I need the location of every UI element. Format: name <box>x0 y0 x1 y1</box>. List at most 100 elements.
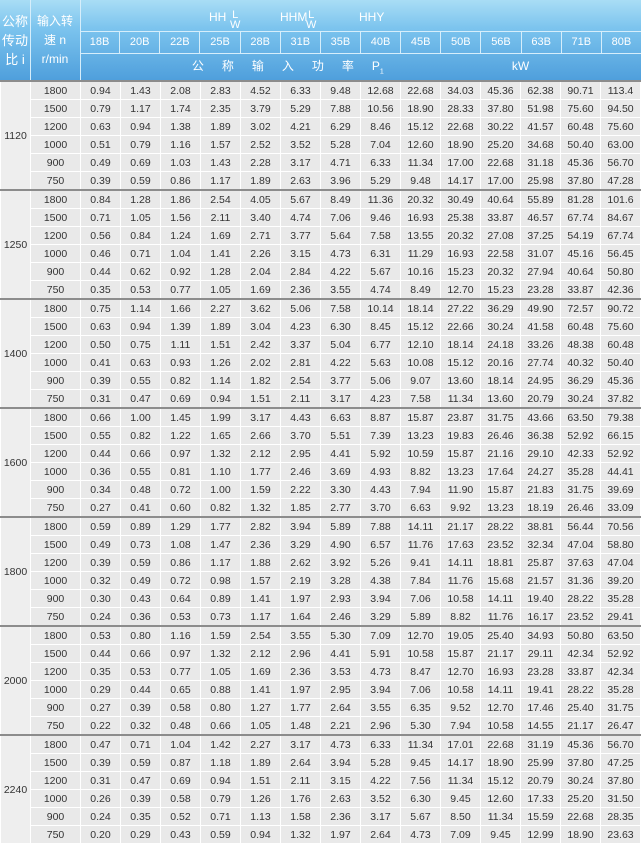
power-cell: 3.96 <box>320 171 361 191</box>
speed-cell: 1200 <box>30 771 81 790</box>
power-cell: 6.30 <box>320 317 361 336</box>
power-cell: 1.57 <box>240 571 281 590</box>
ratio-header-line: 比 i <box>5 51 25 67</box>
power-cell: 5.06 <box>360 371 401 390</box>
ratio-column-header: 公称 传动 比 i <box>0 0 31 80</box>
power-cell: 35.28 <box>600 589 641 608</box>
power-cell: 9.52 <box>440 698 481 717</box>
power-table: 1120 1800 0.94 1.43 2.08 2.83 4.52 6.33 9.48 12.6… <box>0 80 641 844</box>
power-cell: 3.02 <box>240 117 281 136</box>
power-cell: 75.60 <box>560 99 601 118</box>
power-cell: 18.90 <box>400 99 441 118</box>
speed-cell: 900 <box>30 480 81 499</box>
power-cell: 0.84 <box>80 189 121 209</box>
power-cell: 0.43 <box>120 589 161 608</box>
power-cell: 1.99 <box>200 407 241 427</box>
speed-cell: 1200 <box>30 335 81 354</box>
power-cell: 23.52 <box>480 535 521 554</box>
power-cell: 2.36 <box>240 535 281 554</box>
power-cell: 6.33 <box>280 80 321 100</box>
speed-cell: 1000 <box>30 462 81 481</box>
power-cell: 0.82 <box>160 371 201 390</box>
power-cell: 12.70 <box>440 662 481 681</box>
power-cell: 1.22 <box>160 426 201 445</box>
ratio-cell: 2000 <box>0 625 31 736</box>
power-cell: 2.19 <box>280 571 321 590</box>
table-row: 750 0.31 0.47 0.69 0.94 1.51 2.11 3.17 4.23 7.58 1… <box>1 389 641 409</box>
power-cell: 0.80 <box>200 698 241 717</box>
power-cell: 42.34 <box>560 644 601 663</box>
power-cell: 0.97 <box>160 644 201 663</box>
power-cell: 2.64 <box>320 698 361 717</box>
table-row: 750 0.22 0.32 0.48 0.66 1.05 1.48 2.21 2.96 5.30 7… <box>1 716 641 736</box>
power-cell: 31.07 <box>520 244 561 263</box>
speed-cell: 1200 <box>30 226 81 245</box>
power-cell: 2.36 <box>280 280 321 300</box>
power-cell: 47.04 <box>560 535 601 554</box>
power-cell: 28.33 <box>440 99 481 118</box>
power-cell: 7.58 <box>320 298 361 318</box>
power-cell: 90.71 <box>560 80 601 100</box>
power-cell: 2.54 <box>240 625 281 645</box>
power-cell: 24.95 <box>520 371 561 390</box>
power-cell: 14.11 <box>440 553 481 572</box>
speed-cell: 900 <box>30 262 81 281</box>
power-cell: 45.16 <box>560 244 601 263</box>
table-row: 1000 0.46 0.71 1.04 1.41 2.26 3.15 4.73 6.31 11.2… <box>1 244 641 263</box>
power-cell: 7.88 <box>320 99 361 118</box>
speed-cell: 900 <box>30 371 81 390</box>
power-cell: 36.38 <box>520 426 561 445</box>
model-header-row: 18B 20B 22B 25B 28B 31B 35B 40B 45B 50B 56B 63B 71B 8… <box>80 31 641 54</box>
power-cell: 1.11 <box>160 335 201 354</box>
power-cell: 0.26 <box>80 789 121 808</box>
power-cell: 2.11 <box>280 389 321 409</box>
power-cell: 47.28 <box>600 171 641 191</box>
power-cell: 1.89 <box>240 171 281 191</box>
speed-cell: 750 <box>30 716 81 736</box>
power-cell: 8.87 <box>360 407 401 427</box>
power-cell: 11.90 <box>440 480 481 499</box>
power-cell: 90.72 <box>600 298 641 318</box>
power-cell: 13.23 <box>440 462 481 481</box>
table-row: 750 0.20 0.29 0.43 0.59 0.94 1.32 1.97 2.64 4.73 7… <box>1 825 641 844</box>
power-cell: 2.02 <box>240 353 281 372</box>
power-cell: 70.56 <box>600 516 641 536</box>
power-cell: 40.64 <box>480 189 521 209</box>
power-cell: 3.69 <box>320 462 361 481</box>
power-cell: 5.06 <box>280 298 321 318</box>
power-cell: 20.16 <box>480 353 521 372</box>
power-cell: 42.36 <box>600 280 641 300</box>
table-row: 900 0.49 0.69 1.03 1.43 2.28 3.17 4.71 6.33 11.34… <box>1 153 641 172</box>
power-cell: 1.32 <box>280 825 321 844</box>
speed-header-line: 速 n <box>43 32 66 47</box>
power-cell: 0.53 <box>80 625 121 645</box>
power-cell: 1.28 <box>200 262 241 281</box>
speed-cell: 900 <box>30 698 81 717</box>
power-cell: 1.00 <box>120 407 161 427</box>
table-row: 1600 1800 0.66 1.00 1.45 1.99 3.17 4.43 6.63 8.87… <box>0 407 641 518</box>
power-cell: 10.58 <box>440 589 481 608</box>
power-cell: 0.29 <box>80 680 121 699</box>
power-cell: 3.17 <box>280 153 321 172</box>
power-cell: 1.27 <box>240 698 281 717</box>
power-cell: 29.41 <box>600 607 641 627</box>
table-row: 1500 0.79 1.17 1.74 2.35 3.79 5.29 7.88 10.56 18.… <box>1 99 641 118</box>
power-cell: 15.87 <box>480 480 521 499</box>
power-cell: 37.63 <box>560 553 601 572</box>
power-cell: 7.88 <box>360 516 401 536</box>
speed-cell: 1500 <box>30 317 81 336</box>
model-header: 31B <box>281 31 321 53</box>
power-cell: 38.81 <box>520 516 561 536</box>
power-cell: 11.34 <box>440 389 481 409</box>
power-cell: 1.17 <box>120 99 161 118</box>
power-cell: 15.68 <box>480 571 521 590</box>
power-cell: 3.17 <box>360 807 401 826</box>
power-cell: 22.66 <box>440 317 481 336</box>
power-cell: 14.11 <box>480 589 521 608</box>
power-cell: 3.70 <box>280 426 321 445</box>
power-cell: 0.87 <box>160 753 201 772</box>
power-cell: 2.12 <box>240 444 281 463</box>
power-cell: 3.40 <box>240 208 281 227</box>
speed-cell: 1500 <box>30 208 81 227</box>
power-cell: 2.64 <box>360 825 401 844</box>
